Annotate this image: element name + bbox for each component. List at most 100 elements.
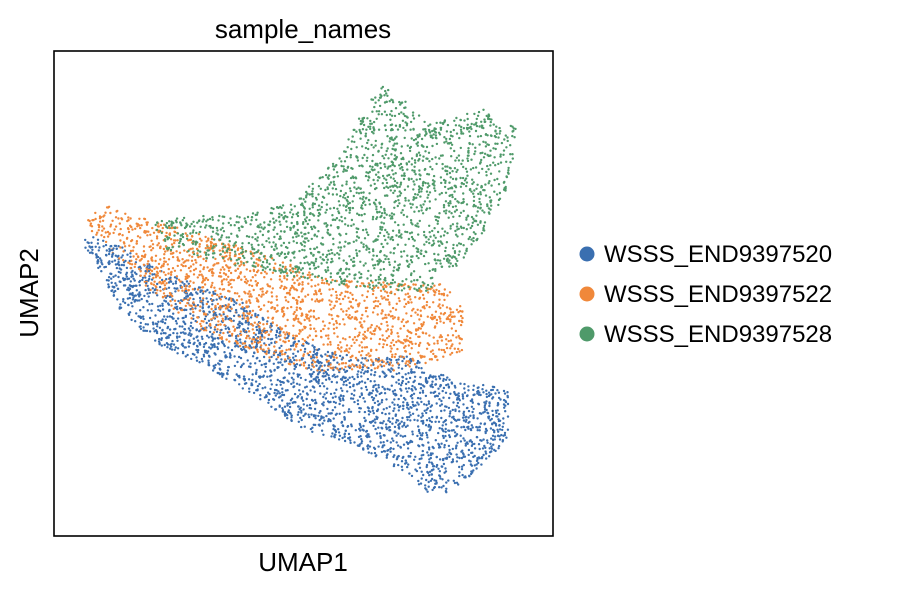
scatter-point-series-0: [360, 371, 363, 374]
scatter-point-series-0: [442, 386, 446, 390]
scatter-point-series-1: [435, 288, 438, 292]
scatter-point-series-1: [425, 304, 428, 307]
scatter-point-series-0: [383, 392, 387, 395]
scatter-point-series-1: [320, 299, 324, 302]
scatter-point-series-1: [380, 312, 383, 315]
scatter-point-series-2: [472, 231, 476, 234]
scatter-point-series-0: [101, 263, 104, 266]
scatter-point-series-1: [405, 312, 408, 315]
scatter-point-series-0: [402, 401, 405, 404]
scatter-point-series-1: [429, 350, 433, 353]
scatter-point-series-1: [396, 347, 399, 351]
scatter-point-series-1: [441, 304, 444, 307]
scatter-point-series-0: [343, 439, 347, 443]
scatter-point-series-2: [375, 208, 378, 211]
scatter-point-series-1: [284, 333, 287, 336]
scatter-point-series-0: [293, 367, 296, 371]
scatter-point-series-2: [509, 161, 512, 164]
scatter-point-series-0: [428, 419, 432, 422]
scatter-point-series-0: [120, 256, 123, 259]
scatter-point-series-0: [437, 387, 440, 390]
scatter-point-series-1: [377, 286, 380, 289]
scatter-point-series-2: [350, 147, 353, 151]
scatter-point-series-0: [275, 389, 278, 392]
scatter-point-series-0: [201, 307, 204, 310]
scatter-point-series-2: [202, 218, 205, 221]
scatter-point-series-0: [370, 396, 374, 399]
scatter-point-series-2: [196, 254, 199, 257]
scatter-point-series-1: [228, 340, 231, 343]
scatter-point-series-0: [400, 420, 403, 423]
scatter-point-series-0: [313, 356, 316, 359]
scatter-point-series-0: [349, 441, 352, 445]
scatter-point-series-2: [268, 262, 271, 266]
scatter-point-series-0: [187, 345, 191, 348]
scatter-point-series-2: [490, 118, 493, 121]
scatter-point-series-0: [493, 431, 496, 434]
scatter-point-series-0: [97, 266, 100, 270]
scatter-point-series-2: [474, 166, 478, 169]
scatter-point-series-0: [131, 293, 134, 297]
scatter-point-series-0: [482, 438, 485, 441]
scatter-point-series-1: [181, 289, 184, 292]
scatter-point-series-2: [341, 184, 344, 187]
scatter-point-series-2: [304, 196, 308, 199]
scatter-point-series-0: [404, 373, 407, 376]
scatter-point-series-0: [302, 408, 305, 411]
scatter-point-series-0: [324, 374, 327, 378]
scatter-point-series-0: [323, 393, 326, 396]
scatter-point-series-0: [435, 481, 438, 484]
scatter-point-series-0: [456, 456, 459, 459]
scatter-point-series-2: [389, 217, 393, 220]
scatter-point-series-0: [211, 303, 214, 306]
scatter-point-series-0: [366, 377, 370, 381]
scatter-point-series-0: [250, 383, 253, 387]
scatter-point-series-0: [269, 379, 272, 382]
scatter-point-series-1: [251, 276, 254, 279]
scatter-point-series-0: [472, 469, 475, 472]
scatter-point-series-0: [492, 421, 496, 424]
scatter-point-series-1: [150, 239, 153, 242]
scatter-point-series-1: [329, 303, 332, 306]
scatter-point-series-0: [290, 414, 293, 417]
scatter-point-series-0: [506, 402, 510, 406]
scatter-point-series-1: [409, 286, 412, 289]
scatter-point-series-1: [428, 334, 431, 337]
scatter-point-series-2: [375, 117, 378, 121]
scatter-point-series-0: [462, 410, 466, 413]
scatter-point-series-1: [330, 314, 333, 317]
scatter-point-series-2: [306, 192, 309, 195]
scatter-point-series-1: [256, 264, 260, 267]
scatter-point-series-1: [453, 315, 456, 318]
scatter-point-series-2: [496, 142, 499, 145]
scatter-point-series-2: [345, 180, 348, 183]
scatter-point-series-2: [371, 110, 374, 113]
scatter-point-series-1: [184, 277, 187, 281]
scatter-point-series-0: [353, 441, 356, 444]
scatter-point-series-0: [176, 352, 179, 355]
scatter-point-series-2: [472, 181, 475, 184]
scatter-point-series-0: [290, 360, 293, 364]
scatter-point-series-0: [307, 366, 311, 369]
scatter-point-series-2: [265, 239, 268, 243]
scatter-point-series-2: [198, 231, 201, 234]
scatter-point-series-0: [111, 289, 114, 292]
scatter-point-series-2: [326, 269, 330, 272]
scatter-point-series-2: [405, 259, 409, 262]
scatter-point-series-1: [233, 328, 237, 331]
scatter-point-series-0: [292, 378, 295, 381]
scatter-point-series-0: [388, 405, 391, 408]
scatter-point-series-2: [470, 127, 473, 131]
scatter-point-series-1: [381, 338, 385, 341]
scatter-point-series-0: [275, 358, 278, 361]
scatter-point-series-0: [418, 431, 421, 435]
scatter-point-series-1: [291, 278, 294, 281]
scatter-point-series-2: [170, 220, 173, 223]
scatter-point-series-0: [427, 423, 431, 427]
scatter-point-series-0: [429, 374, 432, 377]
scatter-point-series-1: [309, 350, 312, 354]
scatter-point-series-1: [168, 233, 171, 236]
scatter-point-series-0: [281, 393, 284, 397]
scatter-point-series-0: [440, 409, 443, 413]
scatter-point-series-1: [311, 338, 315, 341]
